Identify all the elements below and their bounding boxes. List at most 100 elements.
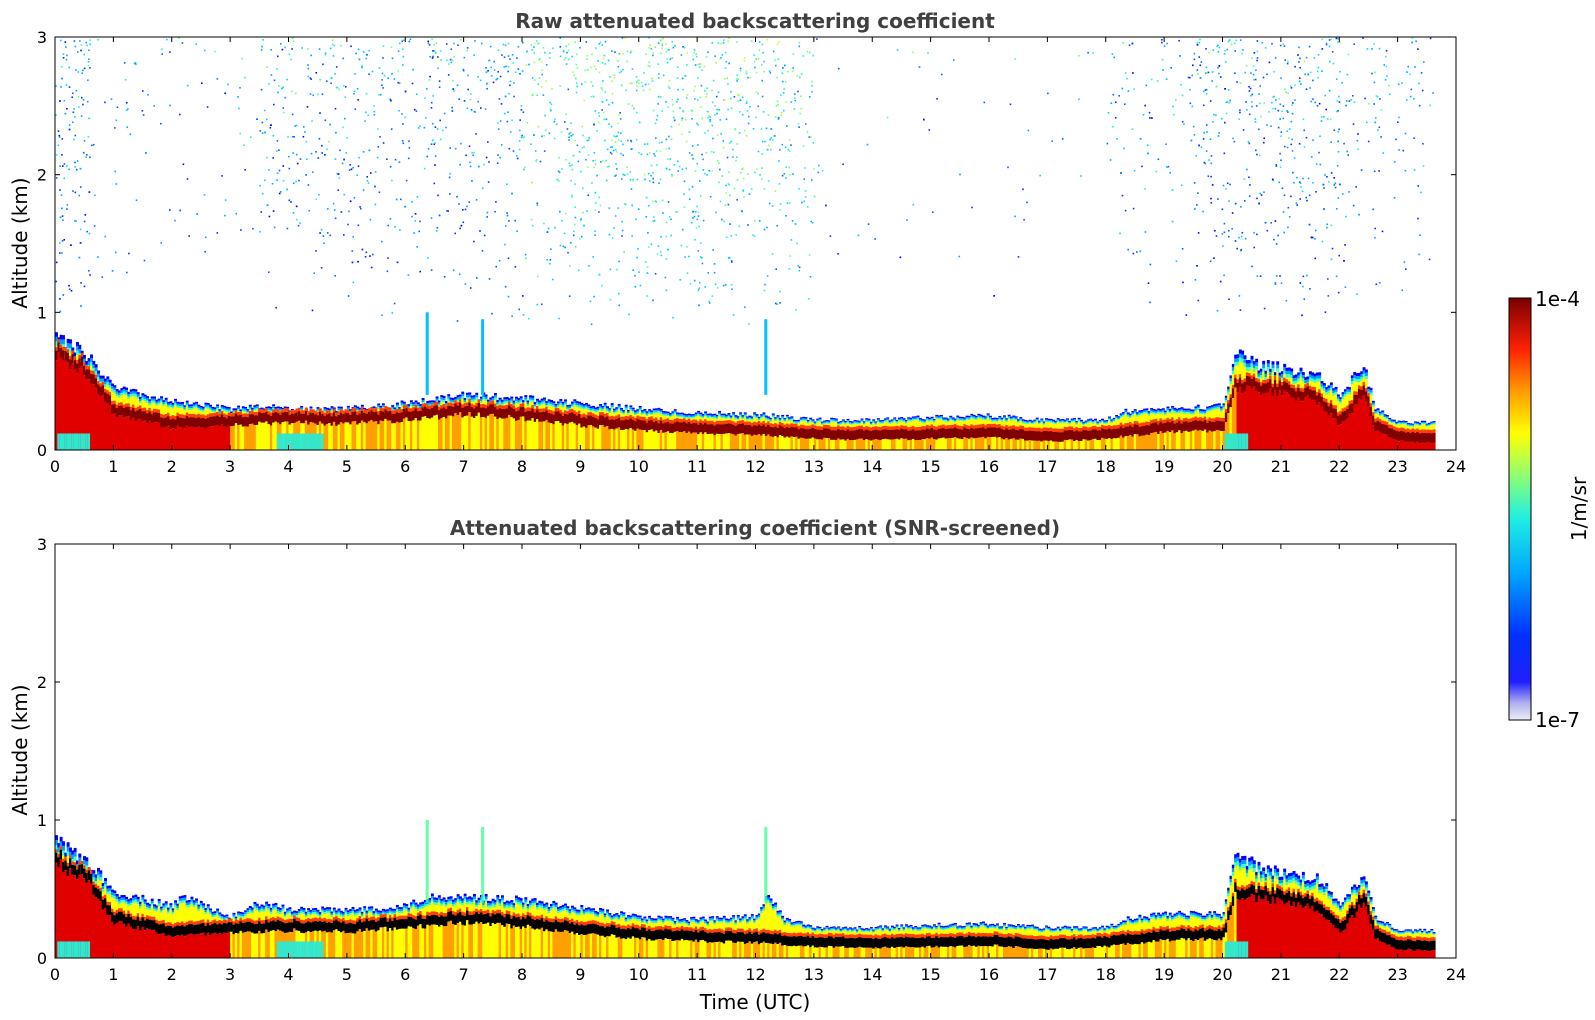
layer-cell xyxy=(216,404,220,407)
layer-cell xyxy=(227,408,231,411)
noise-speckle xyxy=(288,155,290,158)
layer-cell xyxy=(73,433,77,450)
noise-speckle xyxy=(1338,95,1340,98)
noise-speckle xyxy=(1330,38,1332,41)
layer-cell xyxy=(512,405,516,409)
noise-speckle xyxy=(918,66,921,68)
layer-cell xyxy=(178,402,182,405)
noise-speckle xyxy=(672,316,674,319)
noise-speckle xyxy=(71,92,74,95)
layer-cell xyxy=(171,428,175,450)
noise-speckle xyxy=(468,145,471,147)
noise-speckle xyxy=(813,195,816,198)
noise-speckle xyxy=(114,170,117,173)
layer-cell xyxy=(806,423,810,426)
noise-speckle xyxy=(94,194,96,197)
noise-speckle xyxy=(1286,130,1289,132)
layer-cell xyxy=(592,409,595,412)
noise-speckle xyxy=(390,46,393,48)
noise-speckle xyxy=(613,135,615,137)
noise-speckle xyxy=(404,116,406,119)
noise-speckle xyxy=(645,53,647,56)
noise-speckle xyxy=(637,248,639,250)
layer-cell xyxy=(225,410,229,412)
layer-cell xyxy=(505,396,509,400)
noise-speckle xyxy=(1228,229,1230,232)
layer-cell xyxy=(230,416,234,427)
noise-speckle xyxy=(1051,140,1053,142)
noise-speckle xyxy=(365,92,368,95)
noise-speckle xyxy=(350,45,352,48)
noise-speckle xyxy=(1133,169,1136,172)
layer-cell xyxy=(694,416,698,420)
layer-cell xyxy=(400,412,404,423)
layer-cell xyxy=(449,406,453,416)
layer-cell xyxy=(559,405,563,410)
layer-cell xyxy=(405,407,409,418)
noise-speckle xyxy=(62,57,65,59)
layer-cell xyxy=(353,411,357,422)
noise-speckle xyxy=(88,117,90,120)
layer-cell xyxy=(395,402,399,405)
noise-speckle xyxy=(1409,73,1411,76)
noise-speckle xyxy=(80,282,82,284)
layer-cell xyxy=(760,414,764,416)
noise-speckle xyxy=(598,43,601,45)
layer-cell xyxy=(517,410,521,420)
layer-cell xyxy=(757,419,761,421)
layer-cell xyxy=(108,382,112,386)
layer-cell xyxy=(155,403,159,406)
layer-cell xyxy=(648,430,652,450)
noise-speckle xyxy=(787,70,789,73)
layer-cell xyxy=(561,412,565,416)
noise-speckle xyxy=(405,179,408,182)
layer-cell xyxy=(55,332,58,337)
noise-speckle xyxy=(588,265,590,267)
noise-speckle xyxy=(237,96,239,98)
noise-speckle xyxy=(776,43,779,46)
layer-cell xyxy=(129,396,133,407)
noise-speckle xyxy=(574,216,577,219)
noise-speckle xyxy=(659,39,662,42)
layer-cell xyxy=(685,419,689,424)
noise-speckle xyxy=(608,165,611,168)
noise-speckle xyxy=(609,268,612,271)
noise-speckle xyxy=(268,169,270,171)
layer-cell xyxy=(477,412,481,450)
noise-speckle xyxy=(513,95,515,98)
noise-speckle xyxy=(811,80,813,83)
layer-cell xyxy=(328,413,332,424)
layer-cell xyxy=(533,402,537,404)
noise-speckle xyxy=(451,59,454,62)
layer-cell xyxy=(433,405,437,416)
layer-cell xyxy=(813,422,817,424)
noise-speckle xyxy=(587,139,590,142)
layer-cell xyxy=(206,414,210,418)
noise-speckle xyxy=(711,169,714,172)
layer-cell xyxy=(547,409,551,414)
layer-cell xyxy=(353,421,357,450)
noise-speckle xyxy=(728,171,730,173)
noise-speckle xyxy=(1397,121,1399,123)
layer-cell xyxy=(739,423,743,434)
layer-cell xyxy=(694,413,698,416)
noise-speckle xyxy=(1199,38,1201,41)
layer-cell xyxy=(279,411,283,415)
noise-speckle xyxy=(1132,207,1135,210)
noise-speckle xyxy=(249,136,252,138)
layer-cell xyxy=(346,405,350,408)
noise-speckle xyxy=(1296,204,1298,206)
layer-cell xyxy=(493,397,497,400)
layer-cell xyxy=(78,368,82,450)
noise-speckle xyxy=(93,225,96,227)
layer-cell xyxy=(608,416,612,420)
noise-speckle xyxy=(652,52,654,54)
layer-cell xyxy=(66,338,70,344)
noise-speckle xyxy=(616,168,618,170)
noise-speckle xyxy=(281,48,284,51)
layer-cell xyxy=(344,409,348,413)
layer-cell xyxy=(407,404,411,406)
layer-cell xyxy=(585,414,588,419)
noise-speckle xyxy=(608,207,611,209)
layer-cell xyxy=(629,407,633,409)
